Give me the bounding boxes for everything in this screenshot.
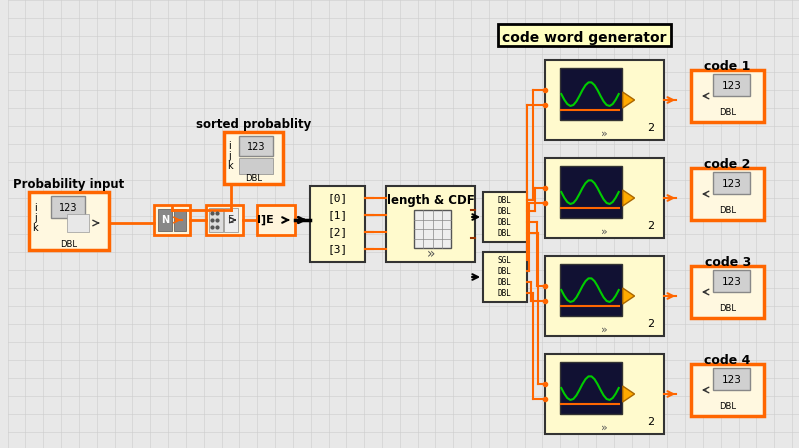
Text: SGL: SGL [498,255,511,264]
Text: code 3: code 3 [705,255,751,268]
Text: DBL: DBL [719,303,736,313]
FancyBboxPatch shape [560,166,622,218]
Text: k: k [33,223,38,233]
FancyBboxPatch shape [310,186,365,262]
Polygon shape [622,92,634,108]
FancyBboxPatch shape [691,266,765,318]
FancyBboxPatch shape [225,208,238,232]
FancyBboxPatch shape [546,60,664,140]
Text: code 2: code 2 [705,158,751,171]
Text: »: » [602,129,608,139]
Text: [3]: [3] [328,244,348,254]
FancyBboxPatch shape [205,205,244,235]
Text: DBL: DBL [719,206,736,215]
Text: I]E: I]E [256,215,273,225]
FancyBboxPatch shape [257,205,295,235]
Text: »: » [602,325,608,335]
FancyBboxPatch shape [713,270,750,292]
Text: 123: 123 [247,142,265,152]
Text: i: i [34,203,37,213]
Text: DBL: DBL [719,401,736,410]
Text: 2: 2 [647,221,654,231]
FancyBboxPatch shape [691,70,765,122]
FancyBboxPatch shape [691,168,765,220]
Text: [1]: [1] [328,210,348,220]
Text: 123: 123 [721,179,741,189]
Text: Probability input: Probability input [14,177,125,190]
Polygon shape [622,288,634,304]
FancyBboxPatch shape [691,364,765,416]
FancyBboxPatch shape [240,158,273,174]
Text: j: j [34,213,37,223]
Text: code 1: code 1 [705,60,751,73]
FancyBboxPatch shape [158,209,172,231]
Text: 123: 123 [721,375,741,385]
FancyBboxPatch shape [51,196,85,218]
FancyBboxPatch shape [546,158,664,238]
Text: code word generator: code word generator [502,31,666,45]
Text: E: E [229,215,234,225]
Text: »: » [602,423,608,433]
Text: DBL: DBL [498,217,511,227]
Text: »: » [602,227,608,237]
FancyBboxPatch shape [414,210,451,248]
Text: DBL: DBL [498,267,511,276]
FancyBboxPatch shape [546,354,664,434]
Text: j: j [228,151,231,161]
FancyBboxPatch shape [240,136,273,156]
FancyBboxPatch shape [483,252,527,302]
Text: DBL: DBL [498,277,511,287]
FancyBboxPatch shape [713,368,750,390]
Text: DBL: DBL [719,108,736,116]
FancyBboxPatch shape [154,205,190,235]
FancyBboxPatch shape [498,24,671,46]
Text: 123: 123 [721,81,741,91]
FancyBboxPatch shape [386,186,475,262]
Polygon shape [622,190,634,206]
FancyBboxPatch shape [713,74,750,96]
Text: DBL: DBL [244,173,262,182]
Text: 2: 2 [647,417,654,427]
Text: DBL: DBL [498,195,511,204]
Text: 2: 2 [647,319,654,329]
FancyBboxPatch shape [224,132,283,184]
Text: »: » [427,247,435,261]
Text: [0]: [0] [328,193,348,203]
Polygon shape [622,386,634,402]
Text: 123: 123 [721,277,741,287]
FancyBboxPatch shape [560,68,622,120]
FancyBboxPatch shape [30,192,109,250]
Text: 2: 2 [647,123,654,133]
Text: k: k [227,161,233,171]
Text: sorted probablity: sorted probablity [196,117,311,130]
FancyBboxPatch shape [713,172,750,194]
Text: DBL: DBL [498,207,511,215]
FancyBboxPatch shape [174,209,186,231]
Text: code 4: code 4 [705,353,751,366]
FancyBboxPatch shape [560,264,622,316]
Text: length & CDF: length & CDF [387,194,475,207]
FancyBboxPatch shape [546,256,664,336]
Text: N: N [161,215,169,225]
Text: DBL: DBL [498,289,511,297]
FancyBboxPatch shape [483,192,527,242]
Text: [2]: [2] [328,227,348,237]
Text: DBL: DBL [498,228,511,237]
FancyBboxPatch shape [67,214,89,232]
Text: 123: 123 [59,203,78,213]
FancyBboxPatch shape [209,208,222,232]
FancyBboxPatch shape [560,362,622,414]
Text: DBL: DBL [61,240,78,249]
Text: i: i [228,141,231,151]
